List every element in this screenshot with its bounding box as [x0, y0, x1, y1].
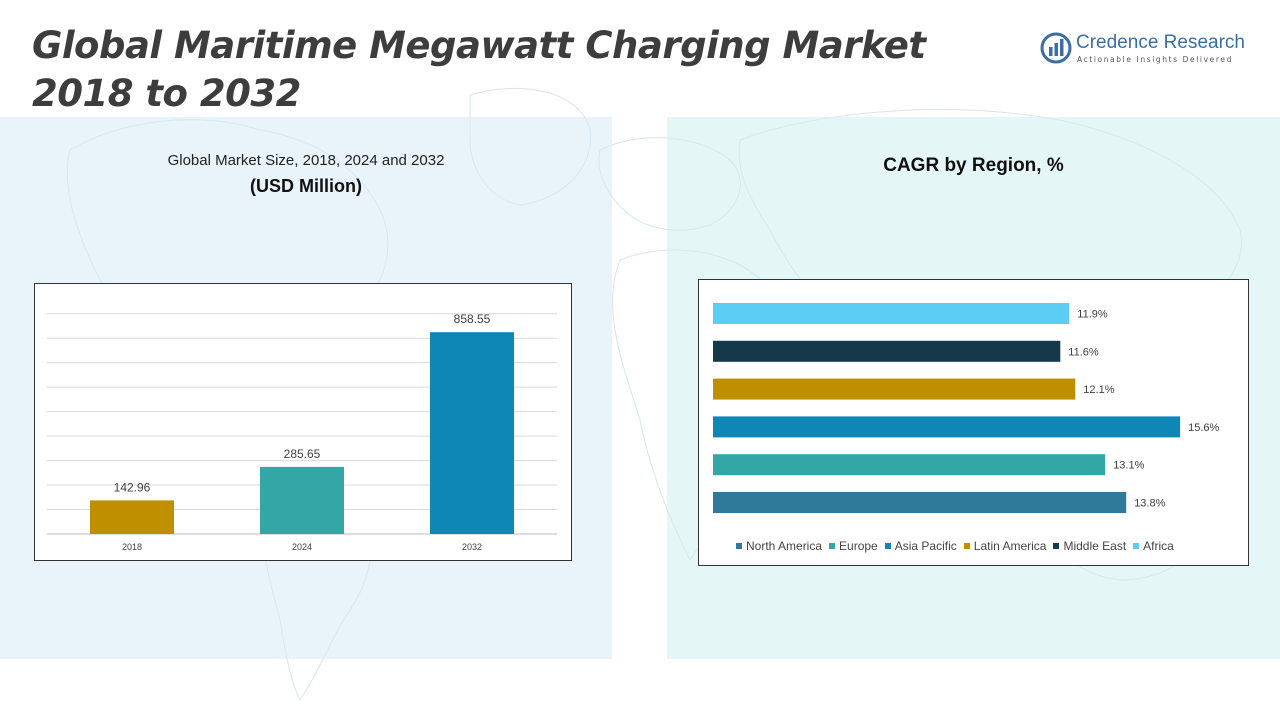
legend-item: Latin America: [963, 539, 1047, 553]
legend-swatch: [736, 543, 742, 549]
legend-item: Asia Pacific: [884, 539, 957, 553]
bar-north-america: [713, 492, 1127, 513]
market-size-chart-svg: 142.96 2018 285.65 2024 858.55 2032: [47, 312, 557, 552]
legend-label: Latin America: [973, 539, 1047, 553]
legend-label: Asia Pacific: [894, 539, 957, 553]
credence-logo: Credence Research Actionable Insights De…: [1040, 30, 1260, 70]
bar-asia-pacific: [713, 416, 1181, 438]
legend-swatch: [963, 543, 970, 549]
bar-value-label: 142.96: [114, 480, 151, 494]
bar-europe: [713, 454, 1106, 476]
legend-label: Middle East: [1063, 539, 1127, 553]
legend-swatch: [829, 543, 836, 549]
market-size-unit: (USD Million): [250, 176, 362, 196]
bar-2032: [430, 332, 514, 534]
cagr-legend: North America Europe Asia Pacific Latin Ame…: [736, 537, 1226, 555]
page-title: Global Maritime Megawatt Charging Market…: [32, 22, 992, 118]
cagr-chart: 11.9% 11.6% 12.1% 15.6% 13.1% 13.8%: [698, 279, 1249, 566]
legend-item: Africa: [1133, 539, 1174, 553]
x-tick-label: 2018: [122, 542, 142, 552]
title-line-1: Global Maritime Megawatt Charging Market: [32, 24, 926, 67]
legend-swatch: [884, 543, 891, 549]
bar-value-label: 13.1%: [1113, 460, 1144, 472]
bar-middle-east: [713, 340, 1061, 362]
market-size-chart: 142.96 2018 285.65 2024 858.55 2032: [34, 283, 572, 561]
bar-value-label: 858.55: [454, 312, 491, 326]
market-size-subtitle: Global Market Size, 2018, 2024 and 2032: [167, 152, 445, 169]
bar-2024: [260, 466, 344, 534]
bar-value-label: 285.65: [284, 447, 321, 461]
legend-item: Middle East: [1053, 539, 1126, 553]
legend-swatch: [1133, 543, 1140, 549]
logo-name: Credence Research: [1076, 32, 1245, 53]
legend-label: Africa: [1143, 539, 1174, 553]
x-tick-label: 2024: [292, 542, 312, 552]
logo-tagline: Actionable Insights Delivered: [1077, 55, 1233, 64]
bar-value-label: 15.6%: [1188, 422, 1219, 434]
bar-latin-america: [713, 378, 1076, 400]
bar-value-label: 12.1%: [1083, 384, 1114, 396]
cagr-chart-svg: 11.9% 11.6% 12.1% 15.6% 13.1% 13.8%: [713, 303, 1220, 513]
legend-label: Europe: [839, 539, 878, 553]
title-line-2: 2018 to 2032: [32, 72, 301, 115]
legend-item: North America: [736, 539, 822, 553]
x-tick-label: 2032: [462, 542, 482, 552]
legend-item: Europe: [829, 539, 878, 553]
bar-africa: [713, 303, 1070, 324]
bar-value-label: 13.8%: [1134, 498, 1165, 510]
bar-2018: [90, 500, 174, 534]
bar-value-label: 11.6%: [1068, 346, 1099, 358]
legend-label: North America: [746, 539, 823, 553]
bar-value-label: 11.9%: [1077, 309, 1108, 321]
credence-logo-icon: [1040, 32, 1072, 64]
legend-swatch: [1053, 543, 1060, 549]
cagr-title: CAGR by Region, %: [883, 155, 1064, 176]
